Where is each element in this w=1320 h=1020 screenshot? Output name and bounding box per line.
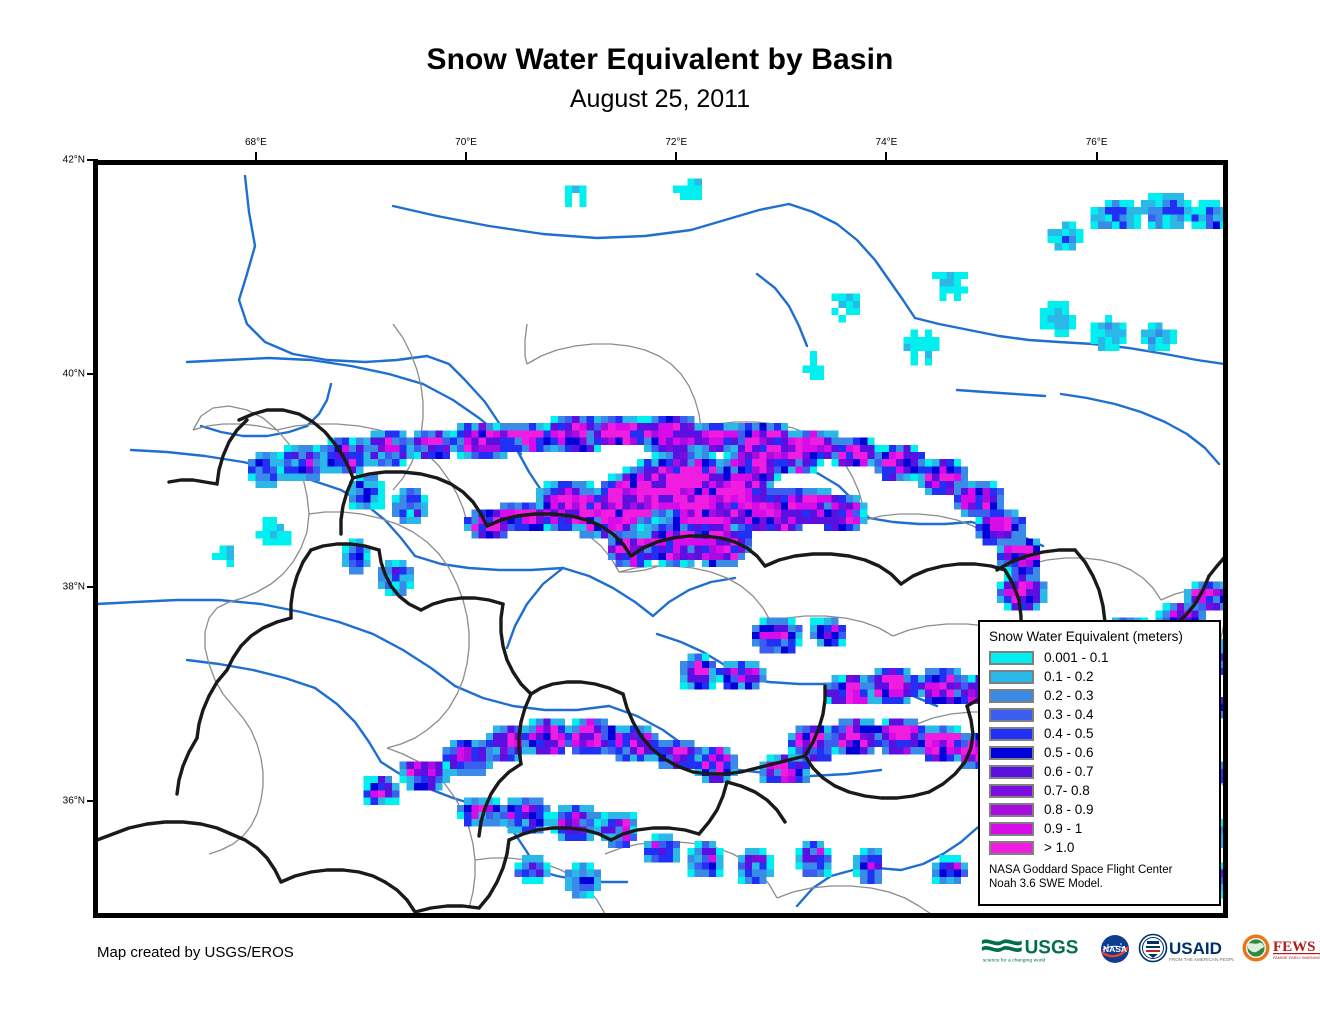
svg-text:science for a changing world: science for a changing world	[983, 957, 1046, 963]
legend-swatch	[989, 650, 1034, 665]
fewsnet-logo: FEWS NET FAMINE EARLY WARNING SYSTEMS NE…	[1242, 934, 1320, 962]
legend-source-line2: Noah 3.6 SWE Model.	[989, 878, 1103, 890]
legend-row: 0.1 - 0.2	[989, 667, 1211, 686]
legend-row: 0.7- 0.8	[989, 781, 1211, 800]
lon-tick	[1095, 152, 1098, 163]
lon-tick	[465, 152, 468, 163]
svg-text:USGS: USGS	[1025, 938, 1079, 959]
svg-text:FROM THE AMERICAN PEOPLE: FROM THE AMERICAN PEOPLE	[1169, 957, 1234, 962]
legend-row: > 1.0	[989, 838, 1211, 857]
usgs-logo: USGS science for a changing world	[981, 938, 1079, 963]
legend-label: 0.7- 0.8	[1044, 783, 1090, 798]
map-neatline	[97, 164, 1224, 914]
legend-row: 0.9 - 1	[989, 819, 1211, 838]
legend-items: 0.001 - 0.1 0.1 - 0.2 0.2 - 0.3 0.3 - 0.4 0.…	[989, 648, 1211, 857]
lon-tick	[885, 152, 888, 163]
legend-swatch	[989, 802, 1034, 817]
legend-row: 0.4 - 0.5	[989, 724, 1211, 743]
legend-label: 0.2 - 0.3	[1044, 688, 1094, 703]
lat-label: 40°N	[62, 368, 85, 380]
legend-swatch	[989, 764, 1034, 779]
snow-cells	[248, 200, 1224, 906]
svg-text:NASA: NASA	[1103, 944, 1127, 954]
legend-label: 0.3 - 0.4	[1044, 707, 1094, 722]
lat-label: 38°N	[62, 581, 85, 593]
legend-row: 0.2 - 0.3	[989, 686, 1211, 705]
legend-title: Snow Water Equivalent (meters)	[989, 629, 1183, 644]
agency-logos: USGS science for a changing world NASA U…	[980, 933, 1320, 965]
snow-cells	[291, 416, 1224, 899]
legend-label: 0.4 - 0.5	[1044, 726, 1094, 741]
title-block: Snow Water Equivalent by Basin August 25…	[0, 42, 1320, 114]
lat-tick	[87, 159, 98, 161]
legend-swatch	[989, 669, 1034, 684]
lon-label: 70°E	[455, 137, 477, 148]
legend-label: 0.8 - 0.9	[1044, 802, 1094, 817]
lat-tick	[87, 799, 98, 802]
legend-label: 0.1 - 0.2	[1044, 669, 1094, 684]
lon-tick	[675, 152, 678, 163]
legend-swatch	[989, 783, 1034, 798]
lon-label: 76°E	[1085, 137, 1108, 148]
legend-row: 0.5 - 0.6	[989, 743, 1211, 762]
map-legend[interactable]: Snow Water Equivalent (meters) 0.001 - 0…	[978, 620, 1221, 906]
legend-label: 0.6 - 0.7	[1044, 764, 1094, 779]
legend-swatch	[989, 707, 1034, 722]
lat-label: 36°N	[62, 795, 85, 807]
legend-row: 0.8 - 0.9	[989, 800, 1211, 819]
legend-label: 0.9 - 1	[1044, 821, 1083, 836]
lat-tick	[87, 586, 98, 589]
page-title: Snow Water Equivalent by Basin	[426, 43, 894, 76]
svg-text:FAMINE EARLY WARNING SYSTEMS N: FAMINE EARLY WARNING SYSTEMS NETWORK	[1273, 955, 1320, 960]
legend-swatch	[989, 840, 1034, 855]
legend-swatch	[989, 726, 1034, 741]
snow-water-equivalent-raster	[212, 178, 1224, 906]
svg-text:USAID: USAID	[1169, 939, 1222, 958]
lat-tick	[87, 372, 98, 375]
legend-row: 0.001 - 0.1	[989, 648, 1211, 667]
legend-label: 0.5 - 0.6	[1044, 745, 1094, 760]
legend-row: 0.6 - 0.7	[989, 762, 1211, 781]
legend-swatch	[989, 821, 1034, 836]
lon-label: 72°E	[665, 137, 688, 148]
legend-swatch	[989, 688, 1034, 703]
map-credit: Map created by USGS/EROS	[97, 944, 294, 961]
legend-label: 0.001 - 0.1	[1044, 650, 1109, 665]
nasa-logo: NASA	[1101, 935, 1130, 963]
lon-tick	[254, 152, 257, 163]
legend-source-note: NASA Goddard Space Flight Center Noah 3.…	[989, 863, 1211, 891]
lon-label: 68°E	[244, 137, 267, 148]
legend-swatch	[989, 745, 1034, 760]
legend-source-line1: NASA Goddard Space Flight Center	[989, 864, 1173, 876]
lat-label: 42°N	[62, 154, 85, 166]
usaid-logo: USAID FROM THE AMERICAN PEOPLE	[1138, 933, 1234, 963]
map-canvas[interactable]	[97, 164, 1224, 914]
lon-label: 74°E	[875, 137, 898, 148]
svg-text:FEWS NET: FEWS NET	[1273, 939, 1320, 955]
legend-label: > 1.0	[1044, 840, 1075, 855]
legend-row: 0.3 - 0.4	[989, 705, 1211, 724]
page-subtitle: August 25, 2011	[569, 85, 751, 113]
